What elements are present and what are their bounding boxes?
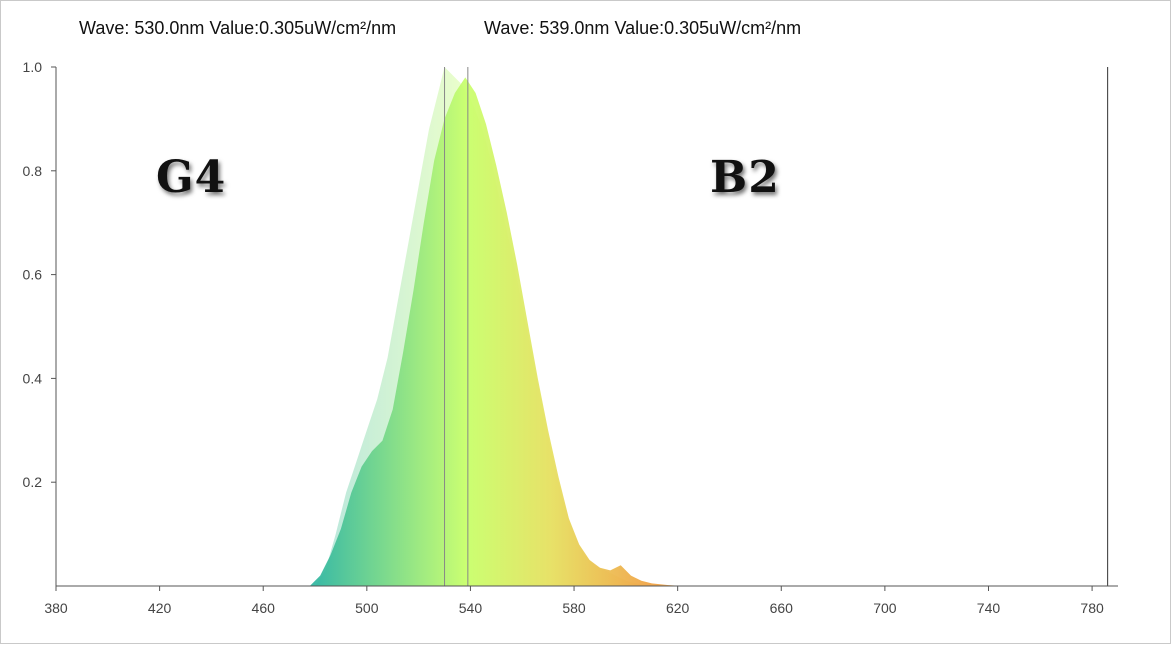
- y-tick-label: 0.4: [23, 370, 43, 386]
- x-tick-label: 660: [770, 600, 794, 616]
- readout-wave-value: 530.0nm: [134, 18, 205, 38]
- y-tick-label: 0.8: [23, 163, 43, 179]
- readout-wave-label: Wave:: [484, 18, 535, 38]
- readout-wave-value: 539.0nm: [539, 18, 610, 38]
- y-tick-label: 0.2: [23, 474, 43, 490]
- sample-label-g4: G4: [156, 152, 227, 203]
- x-tick-label: 460: [252, 600, 276, 616]
- readout-value-value: 0.305uW/cm²/nm: [259, 18, 397, 38]
- x-tick-label: 620: [666, 600, 690, 616]
- sample-label-b2: B2: [710, 152, 780, 203]
- x-tick-label: 500: [355, 600, 379, 616]
- cursor-readout-1: Wave: 530.0nm Value:0.305uW/cm²/nm: [79, 18, 396, 39]
- x-tick-label: 380: [44, 600, 68, 616]
- x-tick-label: 740: [977, 600, 1001, 616]
- x-tick-label: 420: [148, 600, 172, 616]
- axes: 380 420 460 500 540 580 620 660 700 740 780 0.2 0.4 0…: [23, 59, 1118, 616]
- readout-value-label: Value:: [614, 18, 665, 38]
- cursor-readout-2: Wave: 539.0nm Value:0.305uW/cm²/nm: [484, 18, 801, 39]
- x-tick-label: 540: [459, 600, 483, 616]
- y-tick-label: 1.0: [23, 59, 43, 75]
- x-tick-label: 780: [1080, 600, 1104, 616]
- readout-value-value: 0.305uW/cm²/nm: [664, 18, 802, 38]
- cursor-lines: [444, 67, 1109, 586]
- x-tick-label: 580: [562, 600, 586, 616]
- y-tick-label: 0.6: [23, 267, 43, 283]
- x-tick-label: 700: [873, 600, 897, 616]
- readout-value-label: Value:: [209, 18, 260, 38]
- readout-wave-label: Wave:: [79, 18, 130, 38]
- series-area-measured: [309, 77, 683, 587]
- measured-spectrum-area: [309, 77, 683, 587]
